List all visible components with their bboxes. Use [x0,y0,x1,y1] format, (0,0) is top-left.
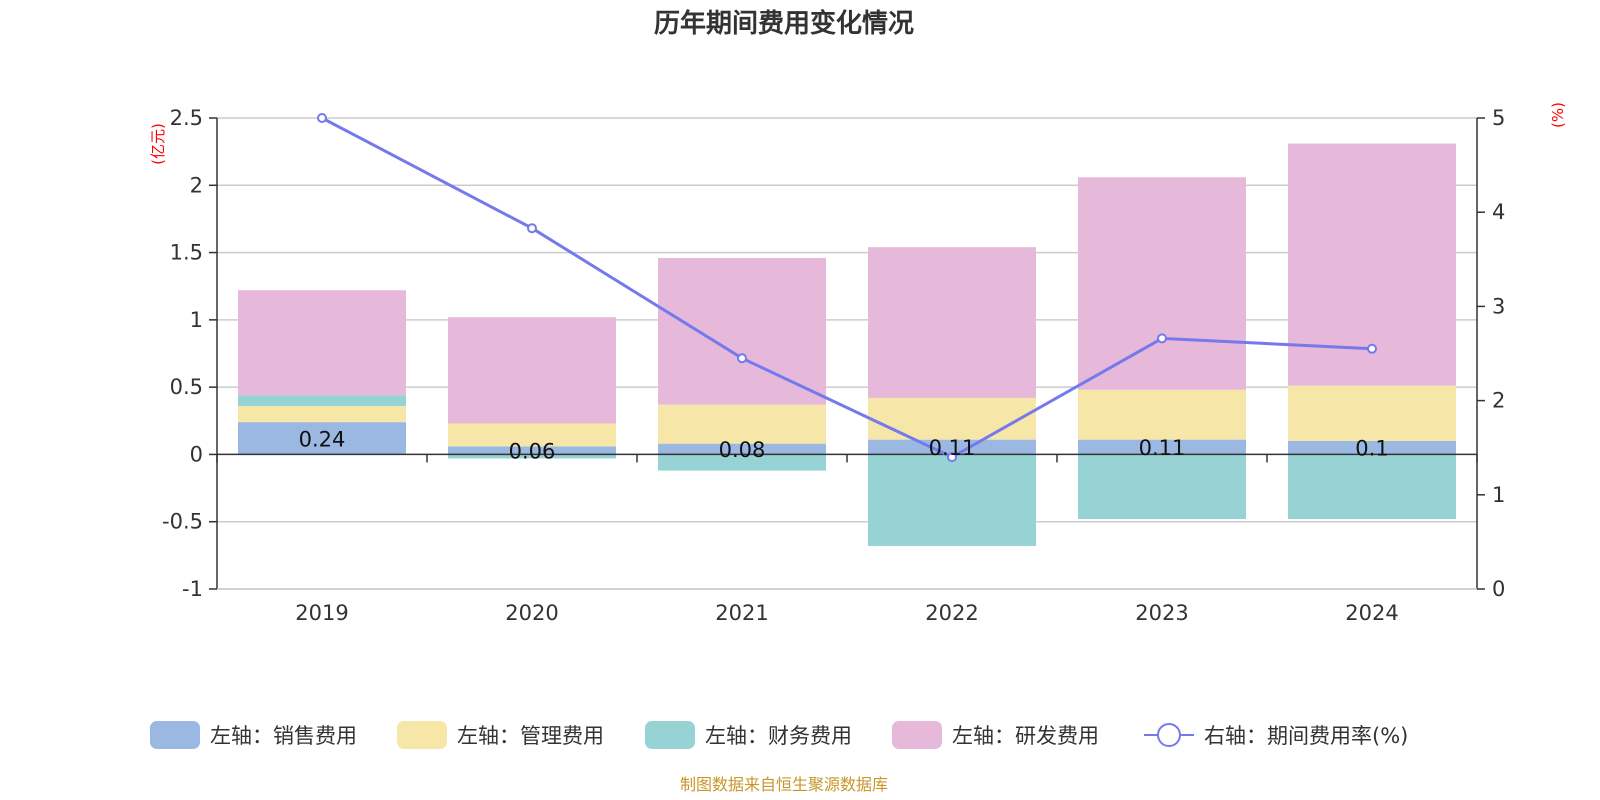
bar-4-2019 [238,290,406,396]
bar-1-2023 [1078,439,1246,455]
legend-swatch-1 [150,721,200,749]
legend-marker-5 [1157,723,1181,747]
legend-label-5: 右轴：期间费用率(%) [1204,724,1408,748]
series-line-rate [321,116,1373,459]
right-tick-label: 1 [1492,483,1505,507]
bar-1-2020 [448,446,616,455]
bar-2-2020 [448,423,616,447]
bar-3-2021 [658,454,826,471]
bar-4-2020 [448,317,616,424]
x-tick-label: 2022 [925,601,978,625]
legend-label-3: 左轴：财务费用 [705,724,852,748]
line-point-2024 [1367,343,1377,354]
legend-label-1: 左轴：销售费用 [210,724,357,748]
left-tick-label: 2.5 [170,106,203,130]
label-layer: 0.24 0.06 0.08 0.11 0.11 0.1 [299,427,1389,463]
bar-1-2024 [1288,440,1456,455]
left-tick-label: -1 [182,577,203,601]
legend-label-4: 左轴：研发费用 [952,724,1099,748]
bar-1-2022 [868,439,1036,455]
data-label: 0.1 [1355,437,1388,461]
data-label: 0.06 [509,439,556,463]
bar-2-2023 [1078,389,1246,440]
line-point-2020 [527,223,537,234]
left-tick-label: 0 [190,442,203,466]
data-label: 0.24 [299,427,346,451]
bar-2-2019 [238,405,406,423]
bar-1-2021 [658,443,826,455]
bar-4-2021 [658,257,826,405]
right-tick-label: 5 [1492,106,1505,130]
legend-swatch-2 [397,721,447,749]
x-tick-label: 2021 [715,601,768,625]
line-point-2022 [947,452,957,463]
bar-layer [238,143,1456,546]
bar-4-2022 [868,247,1036,398]
bar-3-2020 [448,454,616,459]
data-label: 0.11 [1139,436,1186,460]
bar-2-2022 [868,397,1036,440]
line-point-2019 [317,113,327,123]
legend: 左轴：销售费用 左轴：管理费用 左轴：财务费用 左轴：研发费用 右轴：期间费用率(%) [150,721,1408,749]
source-note: 制图数据来自恒生聚源数据库 [680,775,888,794]
right-tick-label: 3 [1492,294,1505,318]
line-point-2023 [1157,333,1167,344]
chart-title: 历年期间费用变化情况 [654,8,914,39]
left-axis-unit: (亿元) [149,123,167,165]
legend-swatch-4 [892,721,942,749]
axis-layer: 2.5 2 1.5 1 0.5 0 -0.5 -1 5 4 3 2 1 0 2019 2020 2021 2022… [149,102,1567,625]
x-tick-label: 2020 [505,601,558,625]
right-axis-unit: (%) [1549,102,1567,128]
x-tick-label: 2024 [1345,601,1398,625]
right-tick-label: 2 [1492,389,1505,413]
left-tick-label: 0.5 [170,375,203,399]
x-tick-label: 2023 [1135,601,1188,625]
bar-2-2021 [658,404,826,444]
bar-3-2024 [1288,454,1456,520]
left-tick-label: 1.5 [170,241,203,265]
legend-swatch-3 [645,721,695,749]
left-tick-label: 2 [190,173,203,197]
line-layer [317,113,1377,463]
bar-4-2023 [1078,177,1246,390]
bar-3-2023 [1078,454,1246,520]
bar-3-2022 [868,454,1036,546]
x-tick-label: 2019 [295,601,348,625]
bar-2-2024 [1288,385,1456,441]
right-tick-label: 4 [1492,200,1505,224]
bar-1-2019 [238,422,406,455]
left-tick-label: -0.5 [162,510,203,534]
line-point-2021 [737,353,747,364]
left-tick-label: 1 [190,308,203,332]
data-label: 0.08 [719,438,766,462]
right-tick-label: 0 [1492,577,1505,601]
data-label: 0.11 [929,436,976,460]
bar-3-2019 [238,395,406,406]
legend-label-2: 左轴：管理费用 [457,724,604,748]
